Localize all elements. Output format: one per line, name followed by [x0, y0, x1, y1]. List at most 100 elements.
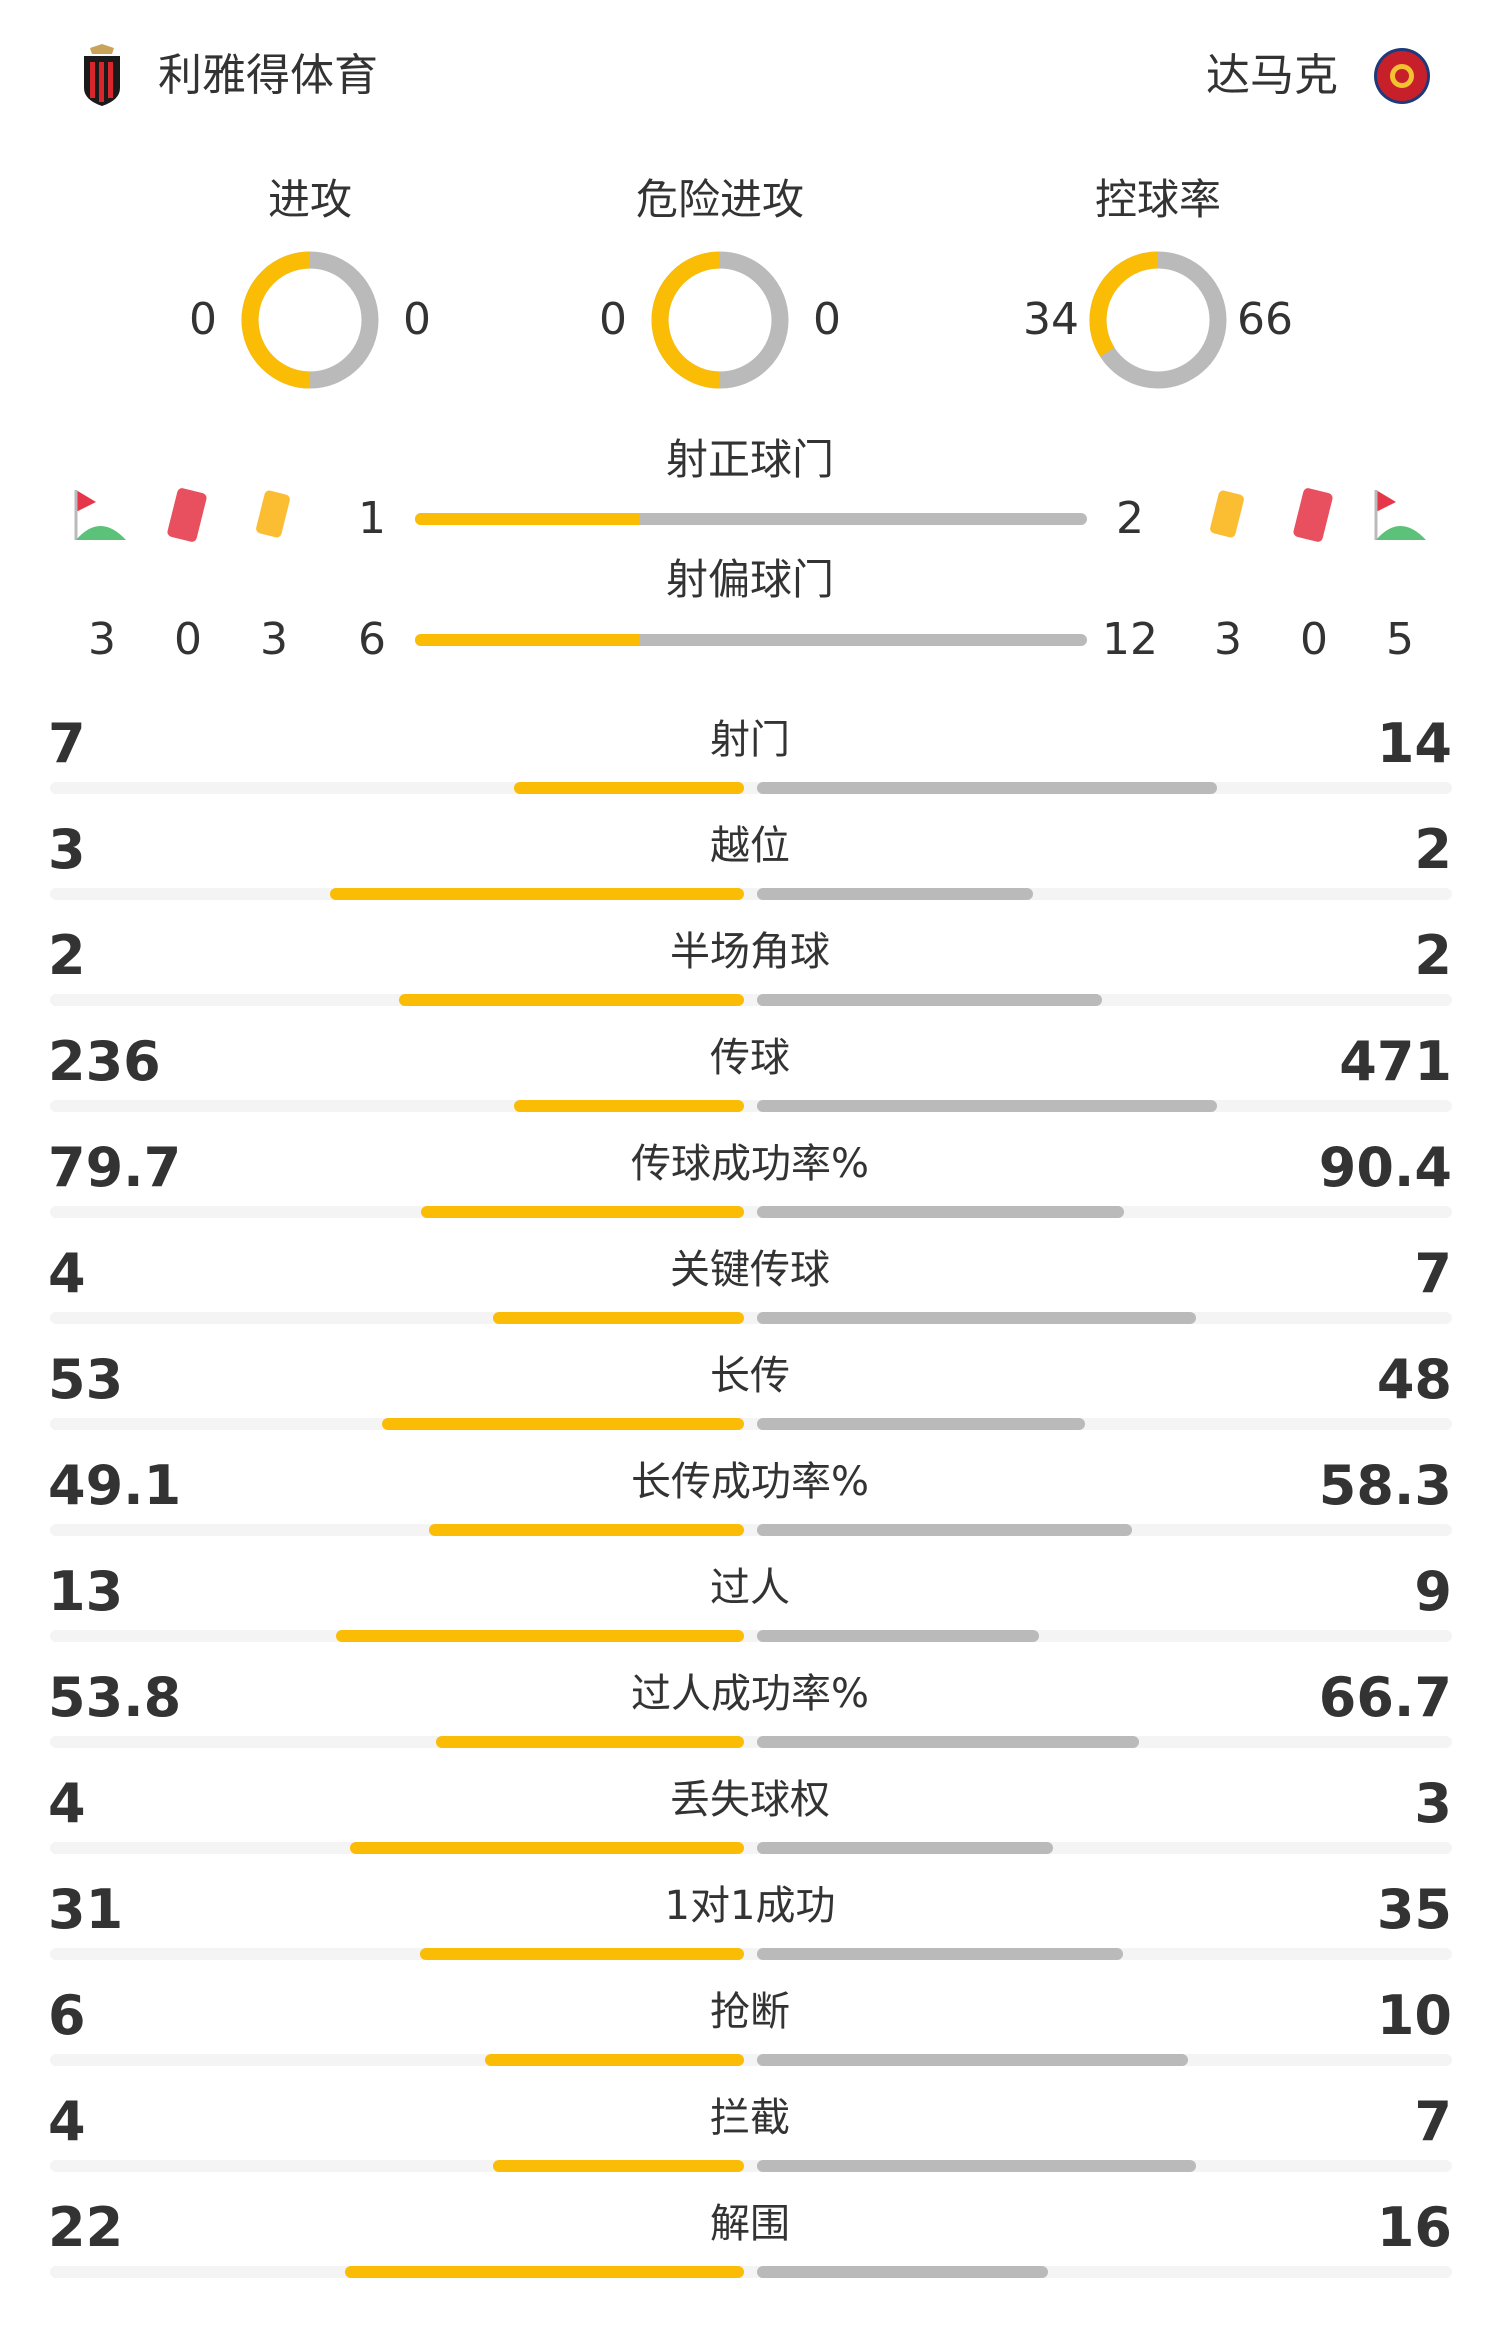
stat-away-value: 7 [1414, 1242, 1452, 1305]
stat-bar-track [50, 1418, 1452, 1430]
stat-row: 22 解围 16 [0, 2196, 1500, 2302]
stat-home-value: 49.1 [48, 1454, 182, 1517]
stat-home-bar [420, 1206, 744, 1218]
away-yellow-cards: 3 [1214, 614, 1242, 665]
stat-label: 传球 [710, 1035, 790, 1081]
stat-bar-track [50, 1100, 1452, 1112]
stat-away-bar [757, 1948, 1123, 1960]
stat-row: 236 传球 471 [0, 1030, 1500, 1136]
stat-home-bar [513, 1100, 744, 1112]
stat-bar-track [50, 1524, 1452, 1536]
stat-row: 4 丢失球权 3 [0, 1772, 1500, 1878]
donut-home-value: 34 [1023, 294, 1079, 345]
home-corners: 3 [88, 614, 116, 665]
stat-away-value: 3 [1414, 1772, 1452, 1835]
stat-home-value: 4 [48, 1242, 86, 1305]
stat-away-bar [757, 1524, 1132, 1536]
donut-home-arc [1089, 251, 1227, 389]
stat-home-value: 22 [48, 2196, 124, 2259]
stat-label: 越位 [710, 823, 790, 869]
shots-off-target-bar [415, 634, 1087, 646]
stat-label: 拦截 [710, 2095, 790, 2141]
stat-away-bar [757, 888, 1033, 900]
stat-label: 抢断 [710, 1989, 790, 2035]
stat-away-bar [757, 1206, 1124, 1218]
red-card-icon [160, 484, 216, 548]
away-red-cards: 0 [1300, 614, 1328, 665]
stat-bar-track [50, 1948, 1452, 1960]
stat-home-value: 53 [48, 1348, 124, 1411]
stat-home-bar [485, 2054, 744, 2066]
stat-away-bar [757, 994, 1102, 1006]
stat-away-value: 90.4 [1318, 1136, 1452, 1199]
stat-label: 丢失球权 [670, 1777, 830, 1823]
stat-label: 半场角球 [670, 929, 830, 975]
corner-flag-icon [72, 486, 128, 550]
stat-home-value: 2 [48, 924, 86, 987]
donut-label: 控球率 [1094, 175, 1221, 224]
home-team-name: 利雅得体育 [158, 50, 378, 101]
stat-row: 53.8 过人成功率% 66.7 [0, 1666, 1500, 1772]
stat-home-value: 7 [48, 712, 86, 775]
stat-away-bar [757, 782, 1217, 794]
shots-on-target-away: 2 [1116, 493, 1144, 544]
stat-home-value: 4 [48, 1772, 86, 1835]
stat-bar-track [50, 994, 1452, 1006]
donut-label: 危险进攻 [635, 175, 804, 224]
donut-home-arc [651, 251, 789, 389]
stat-label: 长传成功率% [630, 1459, 869, 1505]
shots-off-target-label: 射偏球门 [665, 555, 834, 604]
red-card-icon [1286, 484, 1342, 548]
stat-label: 过人成功率% [630, 1671, 869, 1717]
donut-away-value: 66 [1237, 294, 1293, 345]
donut-home-value: 0 [189, 294, 217, 345]
yellow-card-icon [246, 484, 302, 548]
stat-home-value: 79.7 [48, 1136, 182, 1199]
stat-away-value: 471 [1339, 1030, 1452, 1093]
stat-away-bar [757, 2266, 1048, 2278]
stat-row: 31 1对1成功 35 [0, 1878, 1500, 1984]
stat-home-bar [336, 1630, 744, 1642]
stat-bar-track [50, 1842, 1452, 1854]
home-red-cards: 0 [174, 614, 202, 665]
donut-chart [651, 251, 789, 389]
stat-home-bar [349, 1842, 744, 1854]
donut-home-arc [241, 251, 379, 389]
stat-row: 13 过人 9 [0, 1560, 1500, 1666]
home-team-logo [72, 44, 132, 108]
corner-flag-icon [1372, 486, 1428, 550]
stat-bar-track [50, 2160, 1452, 2172]
stat-label: 关键传球 [670, 1247, 830, 1293]
stat-home-value: 13 [48, 1560, 124, 1623]
stat-home-value: 4 [48, 2090, 86, 2153]
stat-label: 长传 [710, 1353, 790, 1399]
stat-row: 4 关键传球 7 [0, 1242, 1500, 1348]
stat-away-value: 35 [1376, 1878, 1452, 1941]
stat-bar-track [50, 2266, 1452, 2278]
shots-on-target-home-fill [415, 513, 639, 525]
stat-away-value: 14 [1376, 712, 1452, 775]
stat-home-bar [435, 1736, 744, 1748]
donut-home-value: 0 [599, 294, 627, 345]
away-corners: 5 [1386, 614, 1414, 665]
stat-bar-track [50, 1736, 1452, 1748]
stat-bar-track [50, 1312, 1452, 1324]
stat-away-bar [757, 1312, 1197, 1324]
stat-home-bar [419, 1948, 744, 1960]
stat-row: 2 半场角球 2 [0, 924, 1500, 1030]
stat-label: 过人 [710, 1565, 790, 1611]
stat-away-value: 2 [1414, 924, 1452, 987]
shots-on-target-label: 射正球门 [665, 435, 834, 484]
stat-row: 3 越位 2 [0, 818, 1500, 924]
stat-row: 4 拦截 7 [0, 2090, 1500, 2196]
away-team-name: 达马克 [1206, 50, 1338, 101]
shots-on-target-home: 1 [358, 493, 386, 544]
yellow-card-icon [1200, 484, 1256, 548]
stat-away-value: 2 [1414, 818, 1452, 881]
stat-away-value: 48 [1376, 1348, 1452, 1411]
stat-away-value: 66.7 [1318, 1666, 1452, 1729]
stat-away-bar [757, 1842, 1053, 1854]
stat-away-bar [757, 2160, 1197, 2172]
stat-bar-track [50, 2054, 1452, 2066]
away-team-logo [1372, 44, 1432, 108]
